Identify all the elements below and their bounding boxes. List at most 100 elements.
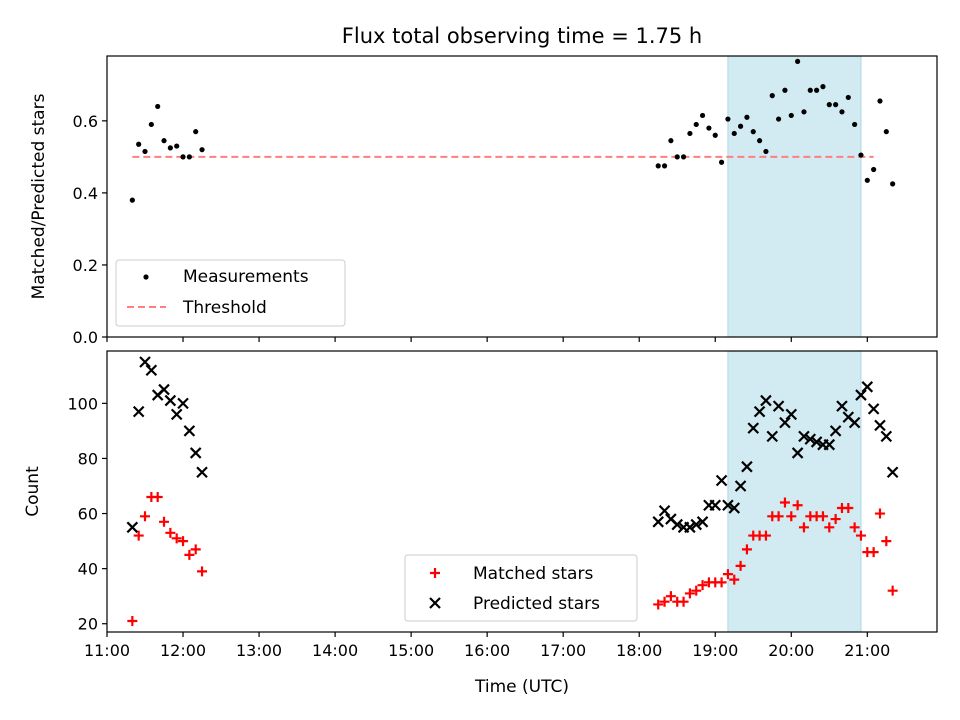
matched-star-point xyxy=(779,497,790,508)
count-panel: 20 40 60 80 100 11:00 12:00 13:00 14:00 15:00 16:… xyxy=(23,350,938,697)
measurement-point xyxy=(674,154,680,160)
predicted-star-point xyxy=(747,422,760,434)
legend-matched-swatch xyxy=(430,568,440,578)
predicted-star-point xyxy=(836,400,848,412)
matched-star-point xyxy=(140,511,151,522)
measurement-point xyxy=(756,138,763,144)
matched-star-point xyxy=(881,536,892,547)
matched-star-point xyxy=(855,530,866,541)
x-tick-label: 21:00 xyxy=(844,641,890,660)
y-tick-label: 60 xyxy=(78,505,98,524)
chart-title: Flux total observing time = 1.75 h xyxy=(342,24,702,48)
predicted-star-point xyxy=(804,433,817,445)
measurement-point xyxy=(788,112,794,119)
measurement-point xyxy=(807,87,813,93)
matched-star-point xyxy=(127,615,138,626)
predicted-star-point xyxy=(753,405,766,418)
predicted-star-point xyxy=(189,447,202,459)
matched-star-point xyxy=(874,508,885,519)
predicted-star-point xyxy=(791,447,804,459)
x-tick-label: 19:00 xyxy=(692,641,738,660)
shaded-region xyxy=(727,350,862,633)
y-tick-label: 0.6 xyxy=(73,112,98,131)
measurement-point xyxy=(655,163,661,169)
shaded-region xyxy=(727,55,862,338)
x-tick-label: 12:00 xyxy=(160,641,206,660)
measurement-point xyxy=(845,94,851,101)
measurement-point xyxy=(858,152,864,158)
ratio-panel-frame xyxy=(106,55,938,338)
predicted-star-point xyxy=(874,419,886,432)
y-tick-label: 100 xyxy=(67,394,98,413)
measurement-point xyxy=(826,102,832,108)
matched-star-point xyxy=(792,500,803,511)
predicted-star-point xyxy=(652,516,664,528)
predicted-star-point xyxy=(139,356,151,368)
predicted-star-point xyxy=(696,516,709,528)
predicted-star-point xyxy=(867,403,880,415)
matched-star-point xyxy=(653,599,664,610)
predicted-star-point xyxy=(715,474,728,487)
ratio-y-axis: 0.0 0.2 0.4 0.6 xyxy=(73,112,107,347)
measurements-series xyxy=(129,58,896,203)
matched-star-point xyxy=(165,527,176,538)
count-panel-frame xyxy=(106,350,938,633)
x-tick-label: 17:00 xyxy=(540,641,586,660)
measurement-point xyxy=(706,125,712,131)
legend-box xyxy=(115,259,346,327)
predicted-star-point xyxy=(126,521,139,534)
matched-star-point xyxy=(197,566,208,577)
y-tick-label: 0.4 xyxy=(73,184,98,203)
matched-star-point xyxy=(868,547,879,558)
measurement-point xyxy=(136,141,142,147)
predicted-star-point xyxy=(741,460,753,473)
matched-star-point xyxy=(798,522,809,533)
measurement-point xyxy=(769,93,775,99)
measurement-point xyxy=(699,112,706,119)
matched-star-point xyxy=(665,591,676,602)
ratio-panel: 0.0 0.2 0.4 0.6 Matched/Predicted stars Mea… xyxy=(29,55,938,347)
measurement-point xyxy=(668,138,674,144)
matched-star-point xyxy=(741,544,752,555)
matched-star-point xyxy=(760,530,771,541)
predicted-star-point xyxy=(848,416,861,429)
legend-entry-label: Matched stars xyxy=(473,564,593,584)
matched-star-point xyxy=(171,533,182,544)
measurement-point xyxy=(833,102,839,108)
measurement-point xyxy=(142,148,148,155)
predicted-star-point xyxy=(886,466,899,478)
measurement-point xyxy=(167,145,173,151)
measurement-point xyxy=(795,58,801,65)
matched-star-point xyxy=(691,585,702,596)
x-tick-label: 11:00 xyxy=(84,641,130,660)
y-tick-label: 40 xyxy=(78,560,98,579)
measurement-point xyxy=(782,87,788,93)
measurement-point xyxy=(661,163,668,169)
ratio-x-axis xyxy=(106,337,868,342)
measurement-point xyxy=(763,148,769,155)
predicted-star-point xyxy=(177,397,189,410)
predicted-star-point xyxy=(855,389,867,401)
ratio-legend: Measurements Threshold xyxy=(115,259,346,327)
matched-star-point xyxy=(152,492,163,503)
measurement-point xyxy=(712,132,718,138)
observing-window-shade-bottom xyxy=(727,350,862,633)
matched-star-point xyxy=(824,522,835,533)
count-series xyxy=(126,356,899,626)
y-tick-label: 0.0 xyxy=(73,328,98,347)
predicted-star-point xyxy=(772,400,785,412)
y-tick-label: 0.2 xyxy=(73,256,98,275)
predicted-star-point xyxy=(196,466,208,478)
matched-star-point xyxy=(190,544,201,555)
matched-star-point xyxy=(773,511,784,522)
predicted-star-point xyxy=(823,438,836,451)
predicted-star-point xyxy=(810,436,823,448)
matched-star-point xyxy=(684,588,695,599)
x-tick-label: 16:00 xyxy=(464,641,510,660)
matched-star-point xyxy=(843,503,854,514)
matched-star-point xyxy=(678,596,689,607)
matched-star-point xyxy=(722,569,733,580)
measurement-point xyxy=(693,121,699,128)
predicted-star-point xyxy=(158,383,170,396)
matched-star-point xyxy=(849,522,860,533)
